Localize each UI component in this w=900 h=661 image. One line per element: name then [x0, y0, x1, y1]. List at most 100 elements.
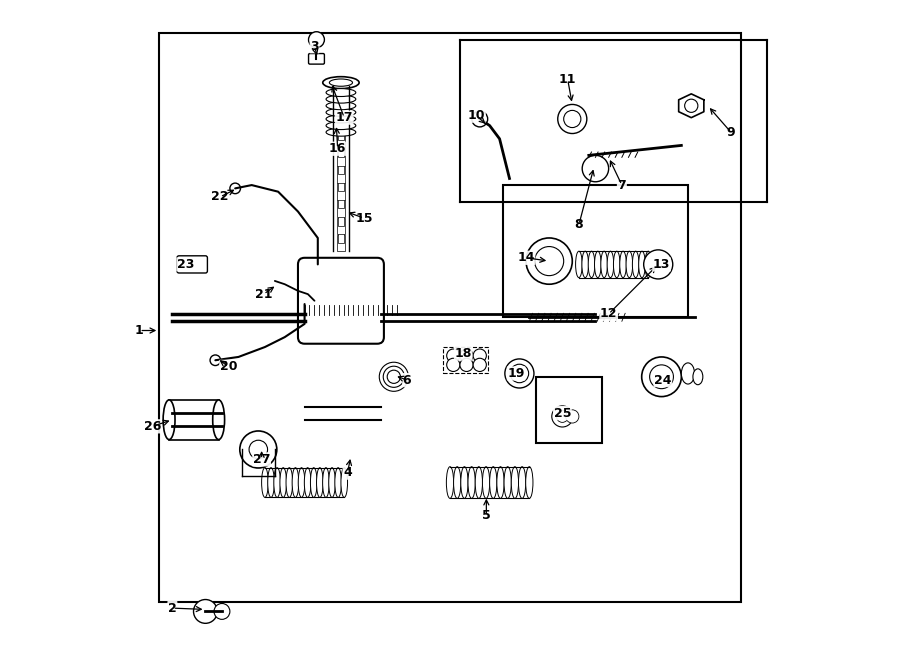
Text: 6: 6 — [402, 373, 411, 387]
Bar — [338, 192, 344, 208]
Circle shape — [249, 440, 267, 459]
Ellipse shape — [614, 251, 620, 278]
Text: 8: 8 — [574, 218, 583, 231]
Bar — [338, 89, 344, 106]
Circle shape — [472, 111, 488, 127]
Text: 21: 21 — [255, 288, 273, 301]
Ellipse shape — [262, 468, 268, 497]
Text: 26: 26 — [144, 420, 161, 433]
Text: 4: 4 — [343, 466, 352, 479]
Text: 25: 25 — [554, 407, 572, 420]
Bar — [337, 183, 345, 200]
Ellipse shape — [304, 468, 310, 497]
Circle shape — [642, 357, 681, 397]
Circle shape — [214, 603, 230, 619]
Ellipse shape — [326, 115, 356, 123]
Circle shape — [473, 349, 486, 362]
Text: 22: 22 — [212, 190, 229, 204]
Circle shape — [383, 366, 404, 387]
Text: 1: 1 — [135, 324, 144, 337]
Bar — [338, 158, 344, 175]
Text: 14: 14 — [518, 251, 535, 264]
Text: 5: 5 — [482, 509, 491, 522]
Circle shape — [194, 600, 217, 623]
Ellipse shape — [326, 102, 356, 110]
Ellipse shape — [681, 363, 695, 384]
Circle shape — [230, 183, 240, 194]
Text: 3: 3 — [310, 40, 319, 53]
Bar — [337, 235, 345, 251]
Text: 17: 17 — [336, 111, 353, 124]
Ellipse shape — [292, 468, 299, 497]
Bar — [337, 149, 345, 166]
Bar — [159, 33, 741, 602]
Ellipse shape — [322, 468, 329, 497]
Ellipse shape — [482, 467, 490, 498]
Bar — [503, 185, 688, 317]
Ellipse shape — [286, 468, 292, 497]
Text: 13: 13 — [652, 258, 670, 271]
Ellipse shape — [454, 467, 461, 498]
Circle shape — [446, 349, 460, 362]
Circle shape — [387, 370, 400, 383]
Text: 16: 16 — [328, 142, 346, 155]
Circle shape — [460, 358, 473, 371]
Ellipse shape — [511, 467, 518, 498]
Bar — [338, 106, 344, 123]
Ellipse shape — [274, 468, 281, 497]
Ellipse shape — [341, 468, 347, 497]
Circle shape — [379, 362, 409, 391]
Ellipse shape — [518, 467, 526, 498]
Ellipse shape — [328, 468, 336, 497]
Bar — [337, 98, 345, 114]
Ellipse shape — [323, 77, 359, 89]
Bar — [337, 217, 345, 234]
Ellipse shape — [468, 467, 475, 498]
Ellipse shape — [490, 467, 497, 498]
Ellipse shape — [461, 467, 468, 498]
Text: 27: 27 — [253, 453, 270, 466]
Ellipse shape — [329, 79, 353, 86]
Circle shape — [309, 32, 324, 48]
Circle shape — [552, 406, 573, 427]
Ellipse shape — [608, 251, 614, 278]
Ellipse shape — [267, 468, 274, 497]
Circle shape — [685, 99, 698, 112]
Ellipse shape — [326, 122, 356, 130]
Ellipse shape — [335, 468, 341, 497]
Circle shape — [460, 349, 473, 362]
Text: 11: 11 — [559, 73, 576, 86]
Ellipse shape — [326, 128, 356, 136]
Circle shape — [644, 250, 673, 279]
Ellipse shape — [475, 467, 482, 498]
Ellipse shape — [526, 467, 533, 498]
Text: 20: 20 — [220, 360, 238, 373]
Circle shape — [473, 358, 486, 371]
Bar — [169, 400, 219, 440]
Ellipse shape — [163, 400, 175, 440]
FancyBboxPatch shape — [298, 258, 384, 344]
Text: 2: 2 — [168, 602, 176, 615]
Bar — [337, 166, 345, 182]
Circle shape — [650, 365, 673, 389]
Ellipse shape — [589, 251, 595, 278]
Text: 10: 10 — [468, 109, 485, 122]
Ellipse shape — [326, 89, 356, 97]
Bar — [338, 141, 344, 157]
Ellipse shape — [582, 251, 589, 278]
Bar — [444, 347, 489, 373]
Ellipse shape — [693, 369, 703, 385]
Ellipse shape — [639, 251, 645, 278]
Ellipse shape — [326, 95, 356, 103]
Bar — [536, 377, 602, 443]
Ellipse shape — [595, 251, 601, 278]
Bar — [338, 226, 344, 243]
Ellipse shape — [626, 251, 633, 278]
Text: 24: 24 — [654, 373, 671, 387]
Circle shape — [582, 155, 608, 182]
Ellipse shape — [645, 251, 652, 278]
Ellipse shape — [620, 251, 626, 278]
Bar — [338, 175, 344, 191]
Text: 15: 15 — [356, 212, 373, 225]
Circle shape — [558, 104, 587, 134]
